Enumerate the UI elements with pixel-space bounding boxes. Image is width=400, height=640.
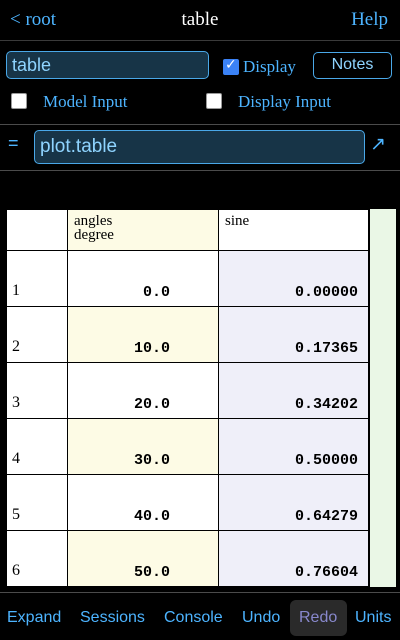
undo-button[interactable]: Undo	[242, 609, 281, 626]
angle-cell[interactable]: 40.0	[67, 474, 219, 531]
redo-button[interactable]: Redo	[299, 609, 338, 626]
sessions-button[interactable]: Sessions	[80, 609, 145, 626]
table-row: 3 20.0 0.34202	[6, 362, 368, 419]
sine-cell[interactable]: 0.76604	[218, 530, 368, 587]
column-header-name: angles	[74, 213, 113, 229]
row-number: 4	[6, 418, 68, 475]
page-title: table	[181, 9, 219, 30]
table-side-strip	[370, 209, 396, 587]
column-header-angles[interactable]: angles degree	[67, 209, 219, 251]
display-input-checkbox[interactable]	[206, 93, 222, 109]
expand-button[interactable]: Expand	[7, 609, 62, 626]
sine-cell[interactable]: 0.50000	[218, 418, 368, 475]
sine-cell[interactable]: 0.86603	[218, 586, 368, 587]
divider	[0, 124, 400, 125]
top-bar: < root table Help	[0, 0, 400, 41]
name-input[interactable]	[6, 51, 209, 79]
angle-cell[interactable]: 50.0	[67, 530, 219, 587]
row-number: 2	[6, 306, 68, 363]
back-to-root-link[interactable]: < root	[10, 9, 57, 30]
angle-cell[interactable]: 0.0	[67, 250, 219, 307]
sine-cell[interactable]: 0.34202	[218, 362, 368, 419]
data-table: angles degree sine 1 0.0 0.00000 2 10.0 0.173…	[6, 209, 368, 587]
divider	[0, 170, 400, 171]
table-row: 6 50.0 0.76604	[6, 530, 368, 587]
bottom-toolbar: Expand Sessions Console Undo Redo Units	[0, 592, 400, 640]
sine-cell[interactable]: 0.00000	[218, 250, 368, 307]
table-row: 1 0.0 0.00000	[6, 250, 368, 307]
header-corner-cell	[6, 209, 68, 251]
table-row: 2 10.0 0.17365	[6, 306, 368, 363]
row-number: 3	[6, 362, 68, 419]
sine-cell[interactable]: 0.64279	[218, 474, 368, 531]
units-button[interactable]: Units	[355, 609, 392, 626]
row-number: 5	[6, 474, 68, 531]
console-button[interactable]: Console	[164, 609, 223, 626]
data-table-container: angles degree sine 1 0.0 0.00000 2 10.0 0.173…	[6, 209, 368, 587]
row-number: 6	[6, 530, 68, 587]
angle-cell[interactable]: 30.0	[67, 418, 219, 475]
row-number: 7	[6, 586, 68, 587]
column-header-unit: degree	[74, 227, 114, 243]
angle-cell[interactable]: 60.0	[67, 586, 219, 587]
formula-input[interactable]	[34, 130, 365, 164]
redo-button-background	[290, 600, 347, 636]
table-header-row: angles degree sine	[6, 209, 368, 251]
column-header-sine[interactable]: sine	[218, 209, 368, 251]
help-link[interactable]: Help	[351, 9, 388, 30]
equals-sign: =	[8, 133, 19, 153]
notes-button[interactable]: Notes	[313, 52, 392, 79]
display-input-label: Display Input	[238, 92, 332, 111]
display-label: Display	[243, 57, 296, 76]
model-input-label: Model Input	[43, 92, 128, 111]
table-row: 760.00.86603	[6, 586, 368, 587]
angle-cell[interactable]: 10.0	[67, 306, 219, 363]
model-input-checkbox[interactable]	[11, 93, 27, 109]
table-row: 5 40.0 0.64279	[6, 474, 368, 531]
table-row: 4 30.0 0.50000	[6, 418, 368, 475]
expand-icon[interactable]: ↗	[370, 133, 386, 155]
sine-cell[interactable]: 0.17365	[218, 306, 368, 363]
row-number: 1	[6, 250, 68, 307]
angle-cell[interactable]: 20.0	[67, 362, 219, 419]
display-checkbox[interactable]	[223, 57, 239, 75]
